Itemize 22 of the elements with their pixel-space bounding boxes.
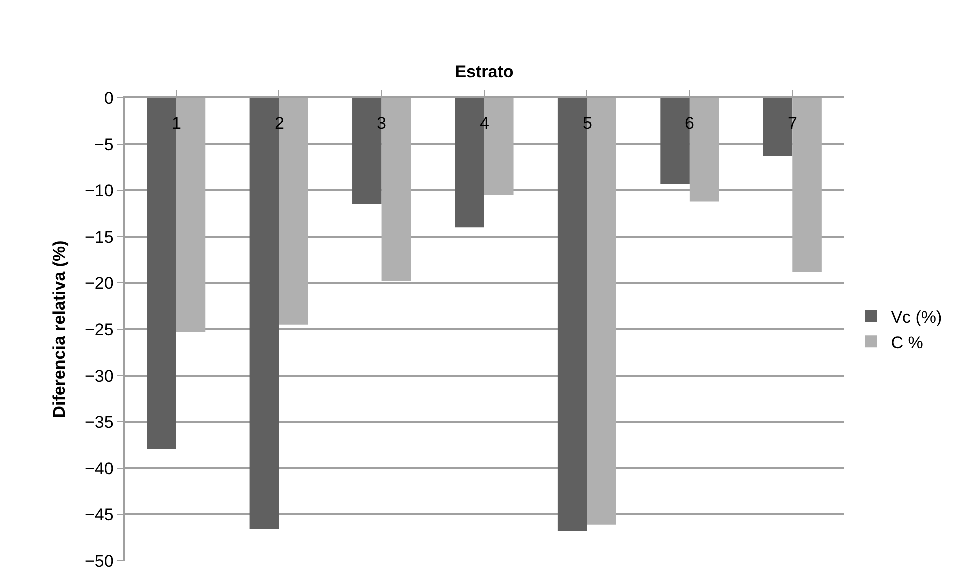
x-tick-label: 4 <box>480 114 490 133</box>
y-tick-label: −50 <box>85 552 114 571</box>
legend-label: Vc (%) <box>891 308 942 328</box>
x-tick-label: 3 <box>377 114 386 133</box>
y-tick-label: −30 <box>85 366 114 386</box>
y-tick-label: −40 <box>85 459 114 478</box>
y-tick-label: −15 <box>85 228 114 247</box>
legend-label: C % <box>891 333 924 352</box>
y-tick-label: −45 <box>85 506 114 525</box>
y-axis-title: Diferencia relativa (%) <box>50 240 70 418</box>
x-tick-label: 1 <box>172 114 182 133</box>
y-tick-label: −20 <box>85 274 114 294</box>
y-tick-label: −5 <box>94 135 114 154</box>
x-tick-label: 7 <box>788 114 798 133</box>
y-tick-label: −10 <box>85 182 114 201</box>
x-tick-label: 2 <box>275 114 284 133</box>
y-tick-label: −25 <box>85 320 114 340</box>
x-axis-title: Estrato <box>455 62 514 82</box>
y-tick-label: 0 <box>104 88 114 108</box>
x-tick-label: 6 <box>685 114 694 133</box>
y-tick-label: −35 <box>85 413 114 432</box>
x-tick-label: 5 <box>583 114 592 133</box>
